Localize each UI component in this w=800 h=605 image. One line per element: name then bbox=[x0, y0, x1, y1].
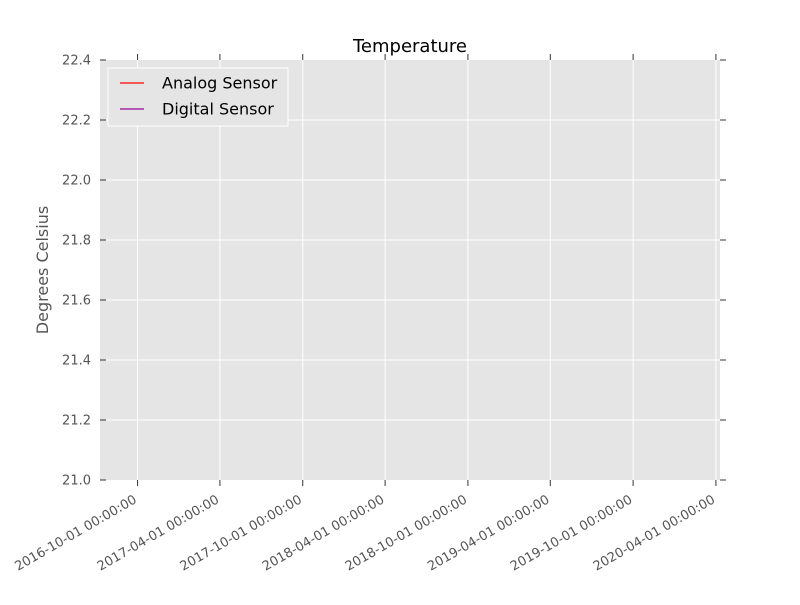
legend-box bbox=[107, 67, 289, 127]
y-tick-label: 21.6 bbox=[62, 294, 91, 309]
y-axis-label: Degrees Celsius bbox=[33, 206, 52, 334]
y-tick-label: 21.0 bbox=[62, 474, 91, 489]
legend-label-digital: Digital Sensor bbox=[162, 100, 274, 119]
legend: Analog Sensor Digital Sensor bbox=[107, 67, 289, 127]
chart-title: Temperature bbox=[352, 36, 467, 57]
y-tick-label: 22.2 bbox=[62, 114, 91, 129]
y-tick-label: 21.8 bbox=[62, 234, 91, 249]
y-tick-label: 21.2 bbox=[62, 414, 91, 429]
axis-ticks bbox=[100, 54, 726, 486]
plot-area bbox=[100, 60, 720, 480]
grid-lines bbox=[100, 60, 720, 480]
legend-label-analog: Analog Sensor bbox=[162, 74, 278, 93]
y-tick-label: 21.4 bbox=[62, 354, 91, 369]
y-tick-label: 22.4 bbox=[62, 54, 91, 69]
y-tick-label: 22.0 bbox=[62, 174, 91, 189]
